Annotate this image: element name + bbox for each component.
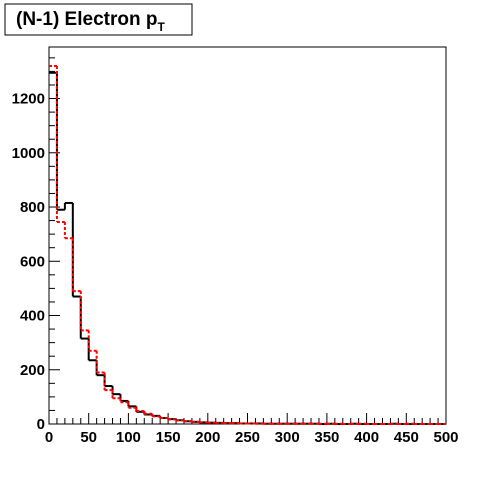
x-tick-label: 150 <box>156 429 181 446</box>
x-tick-label: 400 <box>354 429 379 446</box>
x-tick-label: 300 <box>275 429 300 446</box>
x-tick-label: 450 <box>394 429 419 446</box>
x-tick-label: 350 <box>314 429 339 446</box>
y-tick-label: 200 <box>20 362 45 379</box>
y-tick-label: 1000 <box>12 145 45 162</box>
x-tick-label: 500 <box>433 429 458 446</box>
x-tick-label: 50 <box>80 429 97 446</box>
chart-title: (N-1) Electron pT <box>16 9 165 34</box>
x-tick-label: 200 <box>195 429 220 446</box>
title-main: (N-1) Electron p <box>16 9 157 30</box>
y-tick-label: 1200 <box>12 91 45 108</box>
title-subscript: T <box>157 20 165 34</box>
x-tick-label: 100 <box>116 429 141 446</box>
y-tick-label: 0 <box>37 416 45 433</box>
y-tick-label: 800 <box>20 199 45 216</box>
x-tick-label: 250 <box>235 429 260 446</box>
y-tick-label: 600 <box>20 253 45 270</box>
x-tick-label: 0 <box>45 429 53 446</box>
title-box <box>4 3 193 36</box>
y-tick-label: 400 <box>20 308 45 325</box>
